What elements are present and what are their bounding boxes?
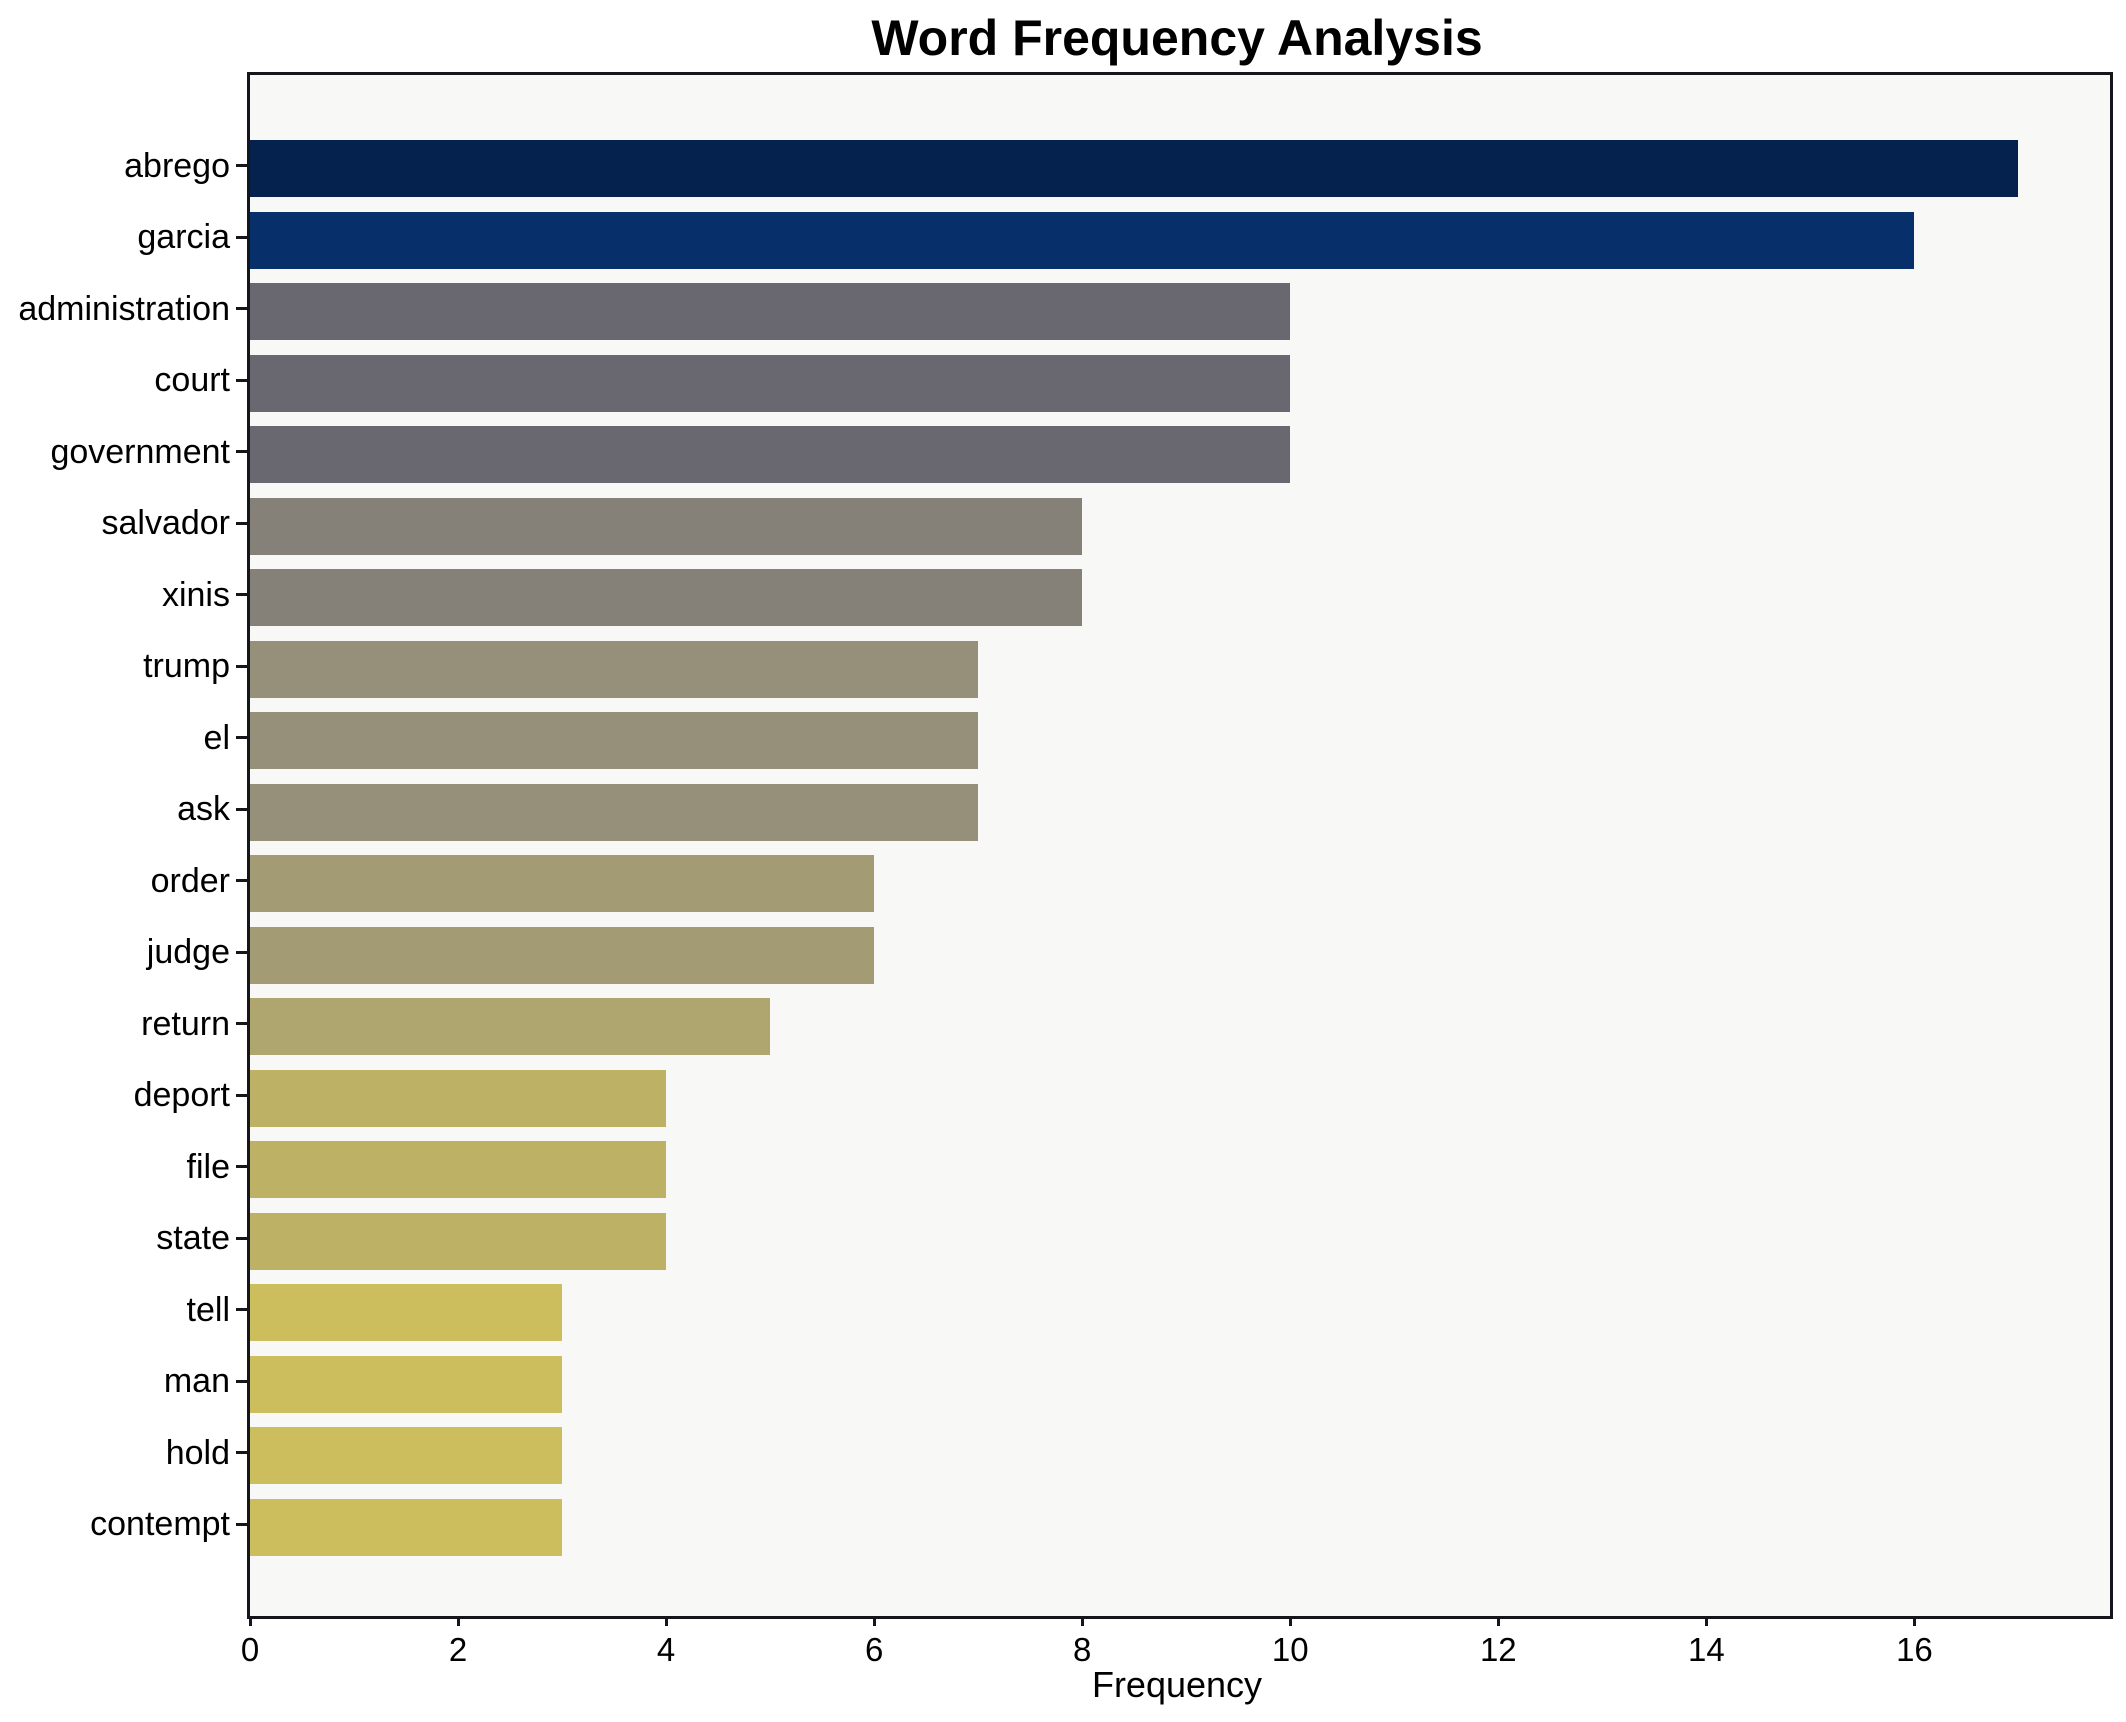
bar-xinis (250, 569, 1083, 626)
y-tick-label-tell: tell (186, 1290, 230, 1329)
bar-contempt (250, 1498, 563, 1556)
y-tick-mark (236, 1093, 247, 1097)
y-tick-mark (236, 879, 247, 882)
bar-return (250, 998, 771, 1055)
bar-tell (250, 1284, 563, 1341)
x-tick-mark (1704, 1616, 1708, 1626)
bar-file (250, 1141, 667, 1198)
bar-order (250, 855, 875, 912)
y-tick-mark (236, 1379, 247, 1383)
x-tick-mark (872, 1616, 876, 1626)
bar-salvador (250, 497, 1083, 555)
x-tick-mark (248, 1616, 252, 1626)
x-tick-label-0: 0 (240, 1631, 260, 1668)
bar-court (250, 354, 1291, 412)
x-axis-label: Frequency (1091, 1664, 1263, 1705)
y-tick-mark (236, 378, 247, 382)
x-tick-mark (456, 1616, 460, 1626)
x-tick-label-4: 4 (656, 1631, 676, 1668)
y-tick-mark (236, 1522, 247, 1526)
chart-title: Word Frequency Analysis (871, 10, 1483, 66)
y-tick-label-salvador: salvador (101, 504, 230, 542)
x-tick-label-6: 6 (864, 1631, 884, 1668)
y-tick-label-return: return (141, 1004, 230, 1043)
x-tick-mark (1496, 1616, 1500, 1626)
y-tick-mark (236, 307, 247, 310)
x-tick-label-12: 12 (1479, 1631, 1517, 1668)
bar-government (250, 426, 1291, 483)
y-tick-mark (236, 950, 247, 954)
y-tick-label-deport: deport (133, 1076, 230, 1114)
x-tick-label-2: 2 (448, 1631, 468, 1668)
x-tick-mark (664, 1616, 668, 1626)
y-tick-mark (236, 521, 247, 525)
y-tick-label-state: state (156, 1219, 230, 1257)
y-tick-mark (236, 593, 247, 596)
x-tick-label-10: 10 (1271, 1631, 1309, 1668)
y-tick-label-government: government (50, 432, 230, 471)
y-tick-label-ask: ask (177, 790, 230, 828)
y-tick-label-el: el (203, 718, 230, 757)
bar-garcia (250, 211, 1915, 269)
bar-trump (250, 640, 979, 698)
bar-deport (250, 1069, 667, 1127)
y-tick-mark (236, 1451, 247, 1454)
bar-el (250, 712, 979, 769)
x-tick-mark (1288, 1616, 1292, 1626)
y-tick-label-order: order (150, 861, 230, 900)
y-tick-mark (236, 807, 247, 811)
x-tick-mark (1080, 1616, 1084, 1626)
x-tick-label-14: 14 (1688, 1631, 1725, 1668)
y-tick-label-judge: judge (146, 933, 230, 971)
y-tick-mark (236, 1022, 247, 1025)
y-tick-mark (236, 1308, 247, 1311)
y-tick-label-hold: hold (165, 1433, 230, 1472)
y-tick-label-abrego: abrego (124, 146, 230, 185)
y-tick-label-xinis: xinis (161, 575, 230, 614)
y-tick-label-trump: trump (143, 647, 230, 685)
plot-area (247, 72, 2113, 1619)
y-tick-mark (236, 736, 247, 739)
y-tick-label-garcia: garcia (137, 218, 230, 256)
y-tick-label-court: court (154, 361, 230, 399)
y-tick-mark (236, 450, 247, 453)
bar-state (250, 1212, 667, 1270)
bar-administration (250, 283, 1291, 340)
bar-ask (250, 783, 979, 841)
bar-judge (250, 926, 875, 984)
y-tick-label-man: man (163, 1362, 230, 1400)
bar-man (250, 1355, 563, 1413)
y-tick-mark (236, 164, 247, 167)
x-tick-label-16: 16 (1896, 1631, 1933, 1668)
x-tick-label-8: 8 (1073, 1631, 1092, 1668)
y-tick-mark (236, 235, 247, 239)
y-tick-mark (236, 664, 247, 668)
x-tick-mark (1912, 1616, 1916, 1626)
y-tick-label-file: file (186, 1147, 230, 1186)
y-tick-mark (236, 1165, 247, 1168)
y-tick-label-administration: administration (18, 289, 230, 328)
bar-abrego (250, 140, 2019, 197)
y-tick-mark (236, 1236, 247, 1240)
y-tick-label-contempt: contempt (90, 1505, 230, 1543)
bar-hold (250, 1427, 563, 1484)
